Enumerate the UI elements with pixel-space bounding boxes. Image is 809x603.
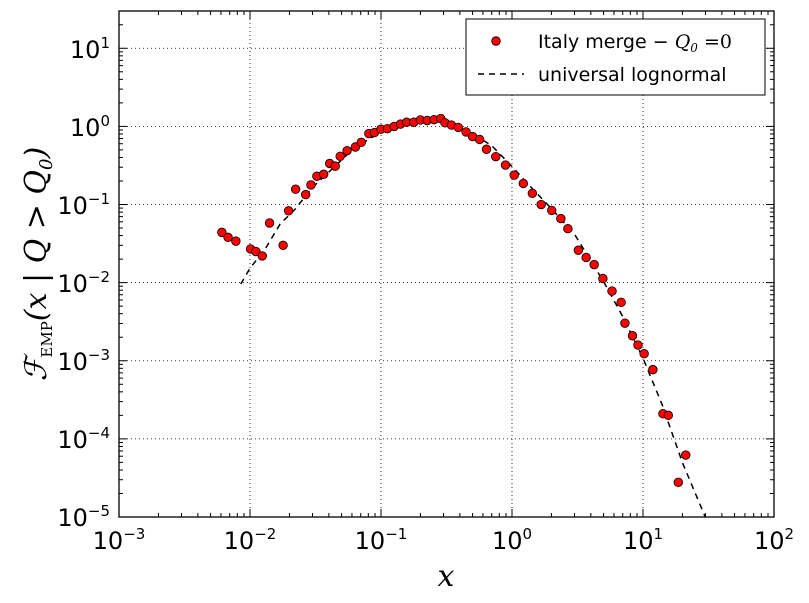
data-point <box>589 259 599 270</box>
data-point <box>231 236 241 246</box>
data-point <box>616 297 626 308</box>
data-point <box>257 251 267 261</box>
y-tick-labels: 10−5 10−4 10−3 10−2 10−1 100 101 <box>57 34 110 532</box>
data-point <box>536 199 546 210</box>
data-point <box>639 349 649 359</box>
data-point <box>283 206 294 216</box>
data-point <box>278 240 288 251</box>
data-point <box>356 137 366 148</box>
y-tick-label: 10−1 <box>57 190 110 220</box>
data-point <box>527 188 538 199</box>
y-tick-label: 100 <box>70 112 110 142</box>
data-point <box>264 218 275 228</box>
data-point <box>290 184 301 194</box>
lognormal-curve-layer <box>240 118 707 518</box>
data-point <box>217 227 227 238</box>
y-tick-label: 10−5 <box>57 502 110 532</box>
data-point <box>300 189 311 200</box>
legend-marker-circle <box>491 36 501 46</box>
data-point <box>491 151 501 162</box>
data-point <box>335 151 345 162</box>
data-point <box>330 161 340 171</box>
data-point <box>620 318 630 328</box>
data-point <box>342 145 352 156</box>
data-point <box>563 224 573 234</box>
data-point <box>474 134 485 145</box>
data-point <box>547 205 557 216</box>
x-tick-label: 101 <box>623 525 663 555</box>
plot-frame <box>118 10 775 518</box>
x-axis-label: x <box>438 559 455 594</box>
x-tick-label: 10−1 <box>355 525 408 555</box>
data-point <box>627 331 638 341</box>
y-tick-label: 101 <box>70 34 110 64</box>
data-points-layer <box>217 113 691 488</box>
data-point <box>518 178 529 189</box>
x-tick-labels: 10−3 10−2 10−1 100 101 102 <box>93 525 794 555</box>
data-point <box>306 180 316 190</box>
data-point <box>509 170 519 180</box>
y-tick-label: 10−2 <box>57 268 110 298</box>
data-point <box>481 144 492 154</box>
data-point <box>581 252 591 263</box>
data-point <box>556 213 566 224</box>
data-point <box>681 450 691 460</box>
legend-label-universal-lognormal: universal lognormal <box>538 64 727 86</box>
x-tick-label: 102 <box>754 525 794 555</box>
x-tick-label: 10−3 <box>93 525 146 555</box>
data-point <box>607 286 617 296</box>
legend-label-italy-merge: Italy merge − Q0 =0 <box>538 31 732 55</box>
data-point <box>453 122 463 133</box>
x-tick-label: 100 <box>492 525 532 555</box>
y-tick-label: 10−3 <box>57 346 110 376</box>
data-point <box>573 245 584 255</box>
y-tick-label: 10−4 <box>57 424 110 454</box>
data-point <box>318 169 329 179</box>
data-point <box>633 340 643 350</box>
legend: Italy merge − Q0 =0 universal lognormal <box>465 18 766 96</box>
x-tick-label: 10−2 <box>224 525 277 555</box>
data-point <box>663 410 674 421</box>
data-point <box>673 477 684 488</box>
data-point <box>500 160 511 170</box>
axis-ticks <box>118 10 774 518</box>
data-point <box>223 232 233 243</box>
data-point <box>598 273 608 284</box>
data-point <box>648 364 658 375</box>
lognormal-curve <box>240 118 707 518</box>
legend-box <box>465 18 766 96</box>
data-point <box>461 127 471 137</box>
